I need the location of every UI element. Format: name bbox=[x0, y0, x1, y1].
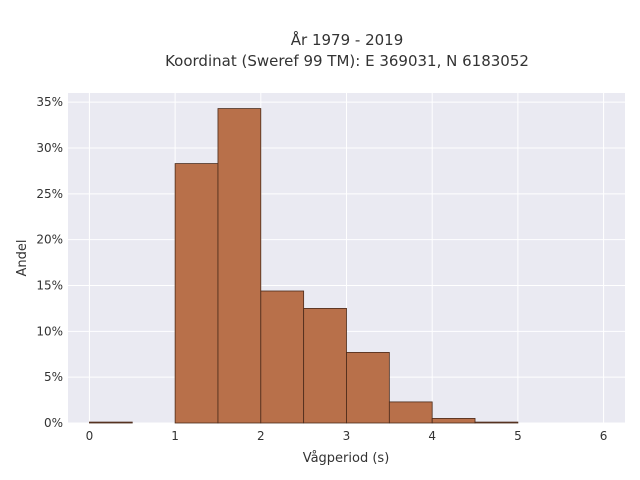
x-tick-labels: 0 1 2 3 4 5 6 bbox=[86, 429, 608, 443]
x-tick-label: 1 bbox=[171, 429, 179, 443]
histogram-bar bbox=[474, 421, 519, 424]
y-tick-label: 25% bbox=[36, 187, 63, 201]
y-tick-label: 35% bbox=[36, 95, 63, 109]
chart-title: År 1979 - 2019 bbox=[291, 30, 404, 49]
histogram-bar bbox=[89, 421, 133, 424]
bars bbox=[89, 108, 519, 424]
x-tick-label: 5 bbox=[514, 429, 522, 443]
histogram-bar bbox=[217, 108, 262, 424]
histogram-bar bbox=[388, 401, 433, 424]
y-tick-label: 20% bbox=[36, 233, 63, 247]
x-tick-label: 3 bbox=[343, 429, 351, 443]
y-tick-label: 5% bbox=[44, 370, 63, 384]
y-axis-label: Andel bbox=[15, 240, 30, 277]
y-tick-label: 0% bbox=[44, 416, 63, 430]
x-tick-label: 6 bbox=[600, 429, 608, 443]
x-tick-label: 0 bbox=[86, 429, 94, 443]
histogram-bar bbox=[260, 290, 305, 424]
histogram-bar bbox=[174, 163, 219, 424]
x-tick-label: 4 bbox=[428, 429, 436, 443]
histogram-bar bbox=[346, 352, 390, 424]
chart-subtitle: Koordinat (Sweref 99 TM): E 369031, N 61… bbox=[165, 52, 529, 70]
x-axis-label: Vågperiod (s) bbox=[303, 451, 390, 466]
y-tick-labels: 0% 5% 10% 15% 20% 25% 30% 35% bbox=[36, 95, 63, 430]
histogram-bar bbox=[303, 308, 347, 424]
y-tick-label: 10% bbox=[36, 324, 63, 338]
y-tick-label: 30% bbox=[36, 141, 63, 155]
x-tick-label: 2 bbox=[257, 429, 265, 443]
y-tick-label: 15% bbox=[36, 279, 63, 293]
histogram-bar bbox=[431, 418, 476, 424]
